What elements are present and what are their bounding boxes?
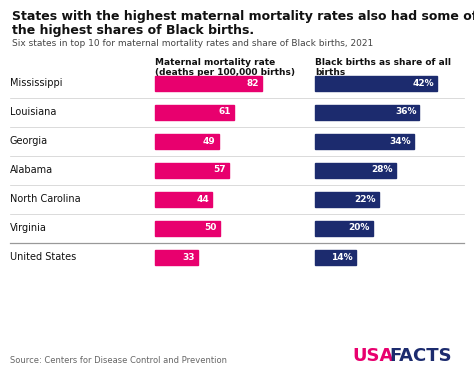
Text: Source: Centers for Disease Control and Prevention: Source: Centers for Disease Control and … (10, 356, 227, 365)
Text: 22%: 22% (354, 194, 376, 204)
Text: 28%: 28% (372, 166, 393, 175)
Text: Alabama: Alabama (10, 165, 53, 175)
Text: 57: 57 (213, 166, 226, 175)
Bar (155, 134, 219, 148)
Bar (315, 104, 419, 119)
Text: North Carolina: North Carolina (10, 194, 81, 204)
Bar (155, 250, 198, 264)
Bar (315, 220, 373, 235)
Bar (155, 191, 212, 207)
Bar (315, 163, 396, 178)
Text: Georgia: Georgia (10, 136, 48, 146)
Text: 44: 44 (196, 194, 209, 204)
Text: USA: USA (352, 347, 393, 365)
Text: 34%: 34% (389, 137, 410, 145)
Text: States with the highest maternal mortality rates also had some of: States with the highest maternal mortali… (12, 10, 474, 23)
Text: 82: 82 (246, 78, 259, 88)
Text: births: births (315, 68, 345, 77)
Text: 61: 61 (219, 107, 231, 116)
Text: 33: 33 (182, 253, 195, 261)
Bar (155, 220, 220, 235)
Text: 20%: 20% (348, 223, 370, 232)
Bar (155, 104, 234, 119)
Text: Virginia: Virginia (10, 223, 47, 233)
Text: 49: 49 (203, 137, 216, 145)
Text: FACTS: FACTS (389, 347, 452, 365)
Text: (deaths per 100,000 births): (deaths per 100,000 births) (155, 68, 295, 77)
Text: 14%: 14% (331, 253, 353, 261)
Text: 50: 50 (205, 223, 217, 232)
Text: Six states in top 10 for maternal mortality rates and share of Black births, 202: Six states in top 10 for maternal mortal… (12, 39, 373, 48)
Bar (155, 75, 262, 91)
Bar (315, 75, 437, 91)
Text: Black births as share of all: Black births as share of all (315, 58, 451, 67)
Text: Maternal mortality rate: Maternal mortality rate (155, 58, 275, 67)
Text: the highest shares of Black births.: the highest shares of Black births. (12, 24, 254, 37)
Bar (155, 163, 229, 178)
Bar (315, 191, 379, 207)
Bar (315, 250, 356, 264)
Text: Louisiana: Louisiana (10, 107, 56, 117)
Bar (315, 134, 414, 148)
Text: Mississippi: Mississippi (10, 78, 63, 88)
Text: United States: United States (10, 252, 76, 262)
Text: 36%: 36% (395, 107, 416, 116)
Text: 42%: 42% (412, 78, 434, 88)
